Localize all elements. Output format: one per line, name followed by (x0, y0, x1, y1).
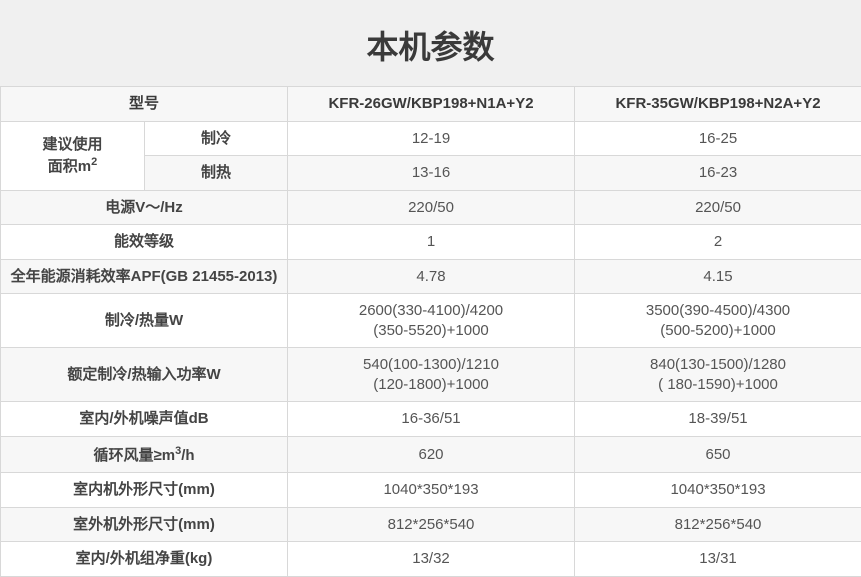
table-row: 额定制冷/热输入功率W540(100-1300)/1210(120-1800)+… (1, 348, 861, 402)
area-group-label: 建议使用 面积m2 (1, 121, 145, 190)
row-v2: 840(130-1500)/1280( 180-1590)+1000 (575, 348, 861, 402)
row-label: 循环风量≥m3/h (1, 436, 288, 473)
row-v1: 812*256*540 (288, 507, 575, 542)
row-v2: 1040*350*193 (575, 473, 861, 508)
row-v1: 540(100-1300)/1210(120-1800)+1000 (288, 348, 575, 402)
table-row: 室外机外形尺寸(mm)812*256*540812*256*540 (1, 507, 861, 542)
row-label: 室内机外形尺寸(mm) (1, 473, 288, 508)
row-v1: 1040*350*193 (288, 473, 575, 508)
cooling-label: 制冷 (145, 121, 288, 156)
row-v2: 4.15 (575, 259, 861, 294)
model-label-cell: 型号 (1, 87, 288, 122)
row-label: 室内/外机噪声值dB (1, 402, 288, 437)
table-row: 室内/外机噪声值dB16-36/5118-39/51 (1, 402, 861, 437)
row-v2: 650 (575, 436, 861, 473)
row-label: 室内/外机组净重(kg) (1, 542, 288, 577)
row-v1: 2600(330-4100)/4200(350-5520)+1000 (288, 294, 575, 348)
area-label-p2: 面积m (48, 158, 91, 175)
table-row: 室内机外形尺寸(mm)1040*350*1931040*350*193 (1, 473, 861, 508)
cooling-v1: 12-19 (288, 121, 575, 156)
row-v2: 3500(390-4500)/4300(500-5200)+1000 (575, 294, 861, 348)
table-row: 制冷/热量W2600(330-4100)/4200(350-5520)+1000… (1, 294, 861, 348)
spec-table: 型号 KFR-26GW/KBP198+N1A+Y2 KFR-35GW/KBP19… (0, 86, 861, 577)
area-label-p1: 建议使用 (42, 136, 102, 153)
row-v2: 220/50 (575, 190, 861, 225)
table-row: 全年能源消耗效率APF(GB 21455-2013)4.784.15 (1, 259, 861, 294)
table-row: 循环风量≥m3/h620650 (1, 436, 861, 473)
header-row: 型号 KFR-26GW/KBP198+N1A+Y2 KFR-35GW/KBP19… (1, 87, 861, 122)
model1-cell: KFR-26GW/KBP198+N1A+Y2 (288, 87, 575, 122)
row-label: 能效等级 (1, 225, 288, 260)
row-v1: 16-36/51 (288, 402, 575, 437)
row-v1: 13/32 (288, 542, 575, 577)
model2-cell: KFR-35GW/KBP198+N2A+Y2 (575, 87, 861, 122)
row-label: 制冷/热量W (1, 294, 288, 348)
row-v1: 220/50 (288, 190, 575, 225)
row-v1: 620 (288, 436, 575, 473)
row-v2: 812*256*540 (575, 507, 861, 542)
row-label: 室外机外形尺寸(mm) (1, 507, 288, 542)
heating-v1: 13-16 (288, 156, 575, 191)
row-v1: 1 (288, 225, 575, 260)
row-label: 全年能源消耗效率APF(GB 21455-2013) (1, 259, 288, 294)
row-v2: 18-39/51 (575, 402, 861, 437)
table-row: 电源V～/Hz220/50220/50 (1, 190, 861, 225)
heating-label: 制热 (145, 156, 288, 191)
area-label-sup: 2 (91, 156, 97, 168)
area-cooling-row: 建议使用 面积m2 制冷 12-19 16-25 (1, 121, 861, 156)
table-row: 能效等级12 (1, 225, 861, 260)
row-v2: 13/31 (575, 542, 861, 577)
row-v2: 2 (575, 225, 861, 260)
cooling-v2: 16-25 (575, 121, 861, 156)
row-v1: 4.78 (288, 259, 575, 294)
spec-container: 本机参数 型号 KFR-26GW/KBP198+N1A+Y2 KFR-35GW/… (0, 0, 861, 577)
row-label: 电源V～/Hz (1, 190, 288, 225)
heating-v2: 16-23 (575, 156, 861, 191)
table-row: 室内/外机组净重(kg)13/3213/31 (1, 542, 861, 577)
row-label: 额定制冷/热输入功率W (1, 348, 288, 402)
page-title: 本机参数 (0, 0, 861, 86)
